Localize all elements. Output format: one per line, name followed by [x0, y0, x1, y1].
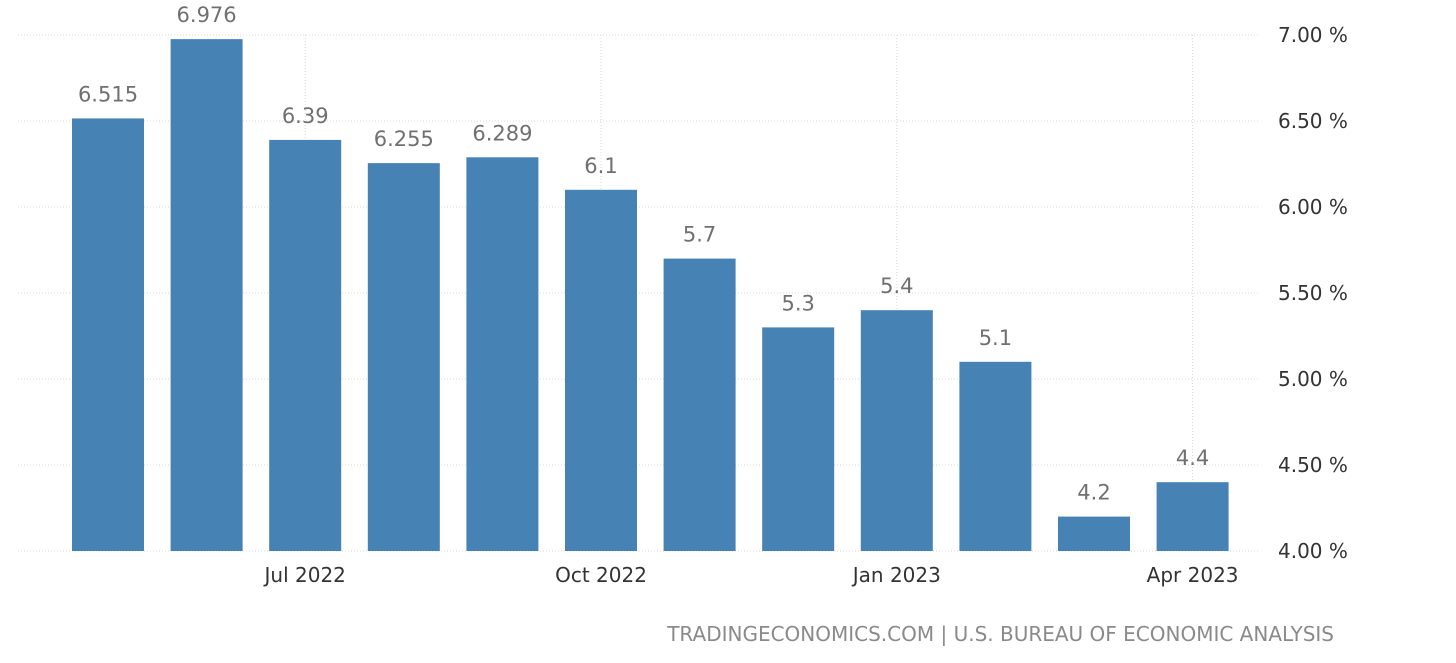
- x-tick-label: Oct 2022: [555, 563, 647, 587]
- data-label: 5.3: [781, 291, 814, 315]
- bar: [367, 163, 440, 551]
- bar: [565, 189, 637, 552]
- data-label: 5.4: [880, 274, 913, 298]
- bar: [1058, 516, 1130, 551]
- chart-bars: [72, 39, 1229, 552]
- x-tick-label: Jan 2023: [851, 563, 941, 587]
- y-tick-label: 4.50 %: [1278, 453, 1348, 477]
- y-tick-label: 5.00 %: [1278, 367, 1348, 391]
- y-axis: 4.00 % 4.50 % 5.00 % 5.50 % 6.00 % 6.50 % 7.00…: [1278, 23, 1348, 563]
- chart-data-labels: 6.515 6.976 6.39 6.255 6.289 6.1 5.7 5.3 5.4 5.1 4…: [78, 3, 1209, 504]
- x-tick-label: Jul 2022: [263, 563, 346, 587]
- x-tick-label: Apr 2023: [1147, 563, 1239, 587]
- y-tick-label: 6.50 %: [1278, 109, 1348, 133]
- data-label: 5.1: [979, 326, 1012, 350]
- source-attribution: TRADINGECONOMICS.COM | U.S. BUREAU OF EC…: [667, 622, 1334, 646]
- data-label: 6.289: [472, 121, 532, 145]
- y-tick-label: 6.00 %: [1278, 195, 1348, 219]
- data-label: 4.4: [1176, 446, 1209, 470]
- y-tick-label: 4.00 %: [1278, 539, 1348, 563]
- bar: [762, 327, 835, 551]
- data-label: 4.2: [1077, 481, 1110, 505]
- bar: [466, 157, 539, 552]
- bar: [269, 139, 342, 552]
- bar: [170, 39, 243, 552]
- data-label: 6.976: [177, 3, 237, 27]
- bar: [1156, 482, 1229, 551]
- data-label: 6.1: [584, 154, 617, 178]
- data-label: 6.515: [78, 82, 138, 106]
- bar: [959, 361, 1032, 551]
- bar: [72, 118, 144, 552]
- data-label: 6.39: [282, 104, 329, 128]
- bar: [860, 310, 933, 551]
- y-tick-label: 5.50 %: [1278, 281, 1348, 305]
- y-tick-label: 7.00 %: [1278, 23, 1348, 47]
- data-label: 5.7: [683, 223, 716, 247]
- bar: [663, 258, 736, 551]
- x-axis: Jul 2022 Oct 2022 Jan 2023 Apr 2023: [263, 563, 1239, 587]
- data-label: 6.255: [374, 127, 434, 151]
